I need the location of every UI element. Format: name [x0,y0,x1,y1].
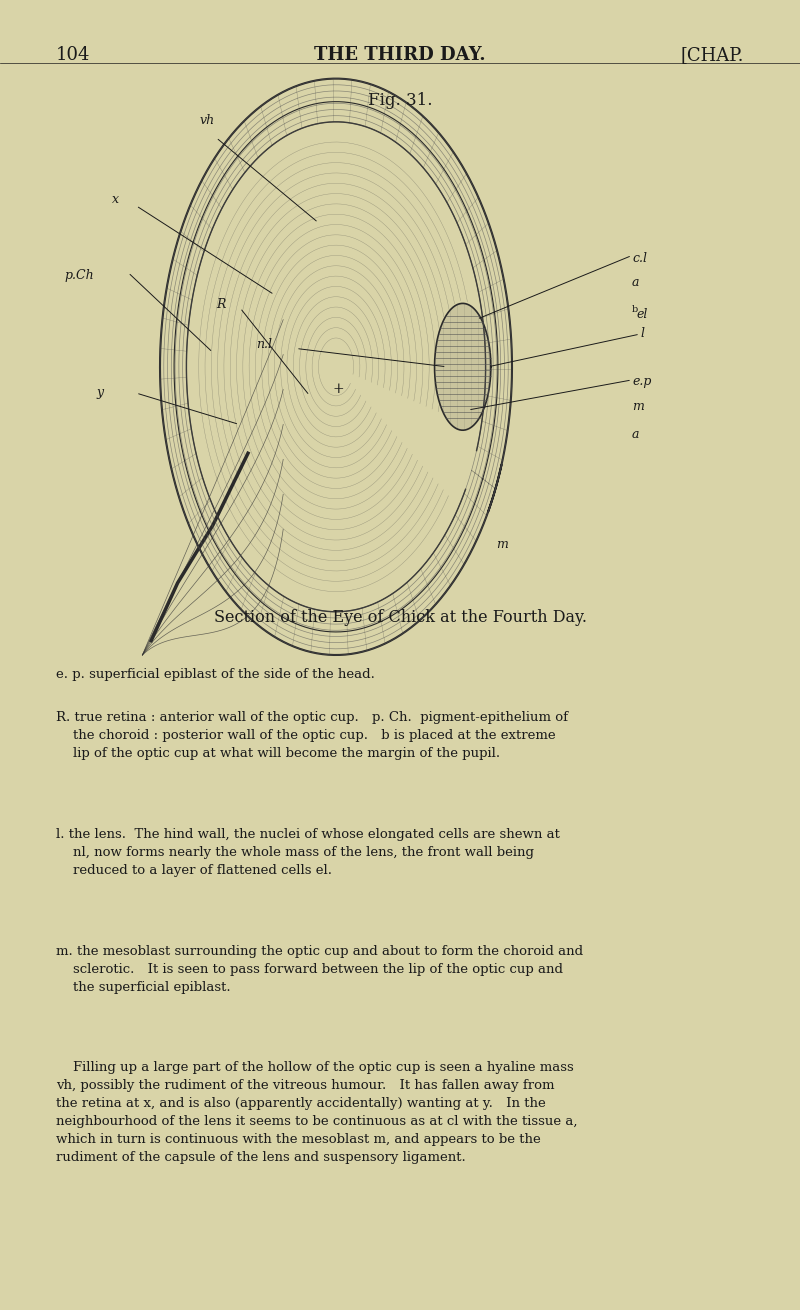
Text: l. the lens.  The hind wall, the nuclei of whose elongated cells are shewn at
  : l. the lens. The hind wall, the nuclei o… [56,828,560,876]
Text: Fig. 31.: Fig. 31. [368,92,432,109]
Text: m: m [496,537,508,550]
Text: el: el [636,308,647,321]
Text: +: + [332,383,344,396]
Text: b: b [632,305,638,314]
Text: vh: vh [200,114,215,127]
Text: e. p. superficial epiblast of the side of the head.: e. p. superficial epiblast of the side o… [56,668,375,681]
Text: l: l [640,326,644,339]
Text: Section of the Eye of Chick at the Fourth Day.: Section of the Eye of Chick at the Fourt… [214,609,586,626]
Text: a: a [632,427,639,440]
Text: a: a [632,275,639,288]
Text: c.l: c.l [632,252,647,265]
Text: Filling up a large part of the hollow of the optic cup is seen a hyaline mass
vh: Filling up a large part of the hollow of… [56,1061,578,1165]
Text: [CHAP.: [CHAP. [681,46,744,64]
Text: m: m [632,400,644,413]
Text: x: x [112,193,119,206]
Text: THE THIRD DAY.: THE THIRD DAY. [314,46,486,64]
Text: m. the mesoblast surrounding the optic cup and about to form the choroid and
   : m. the mesoblast surrounding the optic c… [56,945,583,993]
Text: e.p: e.p [632,375,651,388]
Text: p.Ch: p.Ch [64,269,94,282]
Text: y: y [96,385,103,398]
Text: 104: 104 [56,46,90,64]
Text: R. true retina : anterior wall of the optic cup. p. Ch.  pigment-epithelium of
 : R. true retina : anterior wall of the op… [56,711,568,760]
Text: R: R [216,297,226,310]
Text: n.l: n.l [256,338,272,351]
